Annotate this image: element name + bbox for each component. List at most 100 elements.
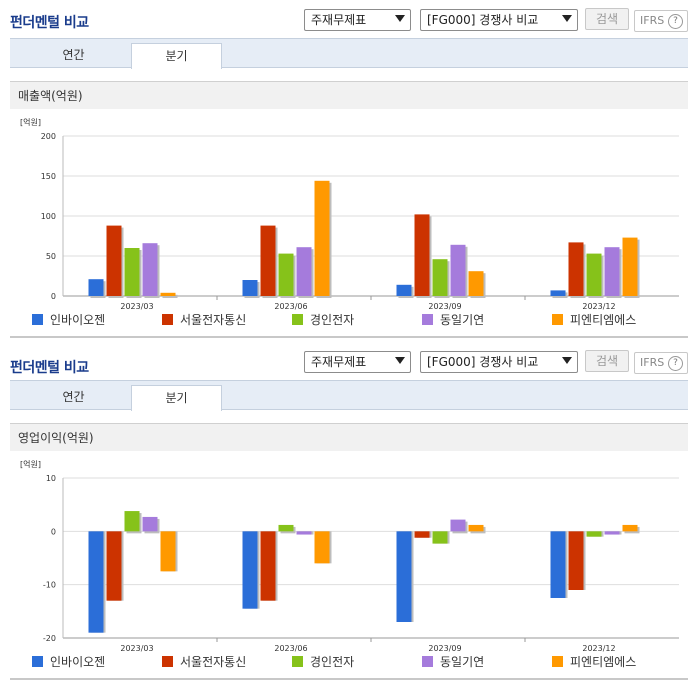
x-tick-label: 2023/06 xyxy=(274,302,307,311)
peer-group-select[interactable]: [FG000] 경쟁사 비교 xyxy=(420,9,578,31)
y-tick-label: 10 xyxy=(46,474,56,483)
legend-label[interactable]: 서울전자통신 xyxy=(180,655,246,669)
bar-3-2023-06 xyxy=(278,253,294,296)
bar-1-2023-06 xyxy=(242,280,258,296)
tab-annual[interactable]: 연간 xyxy=(62,48,85,62)
revenue-chart: [억원] 0 50 100 150 200 2023/03 2023/06 2023/09 20… xyxy=(20,117,679,327)
bar-1-2023-12 xyxy=(550,290,566,296)
operating-profit-chart: [억원] -20 -10 0 10 2023/03 2023/06 2023/09 2023/… xyxy=(20,459,679,669)
bar-3-2023-03 xyxy=(124,248,140,296)
y-tick-label: 100 xyxy=(41,212,56,221)
legend-label[interactable]: 피엔티엠에스 xyxy=(570,655,636,669)
statement-type-select[interactable]: 주재무제표 xyxy=(304,351,411,373)
bar-3-2023-09 xyxy=(432,531,448,544)
bar-3-2023-06 xyxy=(278,524,294,532)
x-tick-label: 2023/12 xyxy=(582,644,615,653)
ifrs-button[interactable]: IFRS ? xyxy=(634,10,688,32)
legend-label[interactable]: 서울전자통신 xyxy=(180,313,246,327)
bar-2-2023-06 xyxy=(260,225,276,296)
legend-label[interactable]: 동일기연 xyxy=(440,655,484,669)
bar-4-2023-03 xyxy=(142,243,158,296)
bar-4-2023-09 xyxy=(450,244,466,296)
bar-4-2023-12 xyxy=(604,247,620,296)
bar-2-2023-09 xyxy=(414,214,430,296)
section-header: 매출액(억원) xyxy=(10,81,688,109)
search-button[interactable]: 검색 xyxy=(585,8,629,30)
peer-group-value: [FG000] 경쟁사 비교 xyxy=(427,13,539,27)
x-tick-label: 2023/12 xyxy=(582,302,615,311)
bar-4-2023-03 xyxy=(142,516,158,532)
bar-1-2023-06 xyxy=(242,531,258,609)
unit-label: [억원] xyxy=(20,117,41,127)
period-tabs: 연간 분기 xyxy=(10,380,688,411)
legend-swatch xyxy=(162,656,173,667)
y-tick-label: 0 xyxy=(51,292,56,301)
peer-group-value: [FG000] 경쟁사 비교 xyxy=(427,355,539,369)
bar-3-2023-12 xyxy=(586,531,602,537)
legend-label[interactable]: 동일기연 xyxy=(440,313,484,327)
bar-2-2023-03 xyxy=(106,531,122,601)
legend-swatch xyxy=(32,656,43,667)
y-tick-label: -20 xyxy=(43,634,56,643)
statement-type-value: 주재무제표 xyxy=(311,355,367,369)
unit-label: [억원] xyxy=(20,459,41,469)
bar-1-2023-12 xyxy=(550,531,566,598)
divider xyxy=(10,336,688,338)
statement-type-value: 주재무제표 xyxy=(311,13,367,27)
period-tabs: 연간 분기 xyxy=(10,38,688,69)
panel-title: 펀더멘털 비교 xyxy=(10,360,89,376)
ifrs-label: IFRS xyxy=(640,14,665,27)
bar-5-2023-03 xyxy=(160,531,176,572)
bar-4-2023-09 xyxy=(450,519,466,532)
bar-2-2023-03 xyxy=(106,225,122,296)
help-icon: ? xyxy=(668,356,683,371)
legend-label[interactable]: 경인전자 xyxy=(310,655,354,669)
legend-label[interactable]: 인바이오젠 xyxy=(50,655,105,669)
chevron-down-icon xyxy=(562,15,572,22)
legend-label[interactable]: 피엔티엠에스 xyxy=(570,313,636,327)
bar-1-2023-09 xyxy=(396,531,412,622)
tab-quarterly[interactable]: 분기 xyxy=(131,43,222,69)
bar-2-2023-06 xyxy=(260,531,276,601)
legend-label[interactable]: 경인전자 xyxy=(310,313,354,327)
bar-4-2023-12 xyxy=(604,531,620,535)
legend-swatch xyxy=(292,314,303,325)
bar-1-2023-03 xyxy=(88,531,104,633)
x-tick-label: 2023/03 xyxy=(120,644,153,653)
legend-swatch xyxy=(552,656,563,667)
x-tick-label: 2023/09 xyxy=(428,644,461,653)
divider xyxy=(10,678,688,680)
ifrs-button[interactable]: IFRS ? xyxy=(634,352,688,374)
bar-5-2023-12 xyxy=(622,524,638,532)
search-button[interactable]: 검색 xyxy=(585,350,629,372)
legend-label[interactable]: 인바이오젠 xyxy=(50,313,105,327)
bar-1-2023-09 xyxy=(396,284,412,296)
section-header: 영업이익(억원) xyxy=(10,423,688,451)
y-tick-label: 50 xyxy=(46,252,56,261)
bar-5-2023-09 xyxy=(468,524,484,532)
bar-3-2023-03 xyxy=(124,511,140,532)
bar-3-2023-09 xyxy=(432,259,448,296)
peer-group-select[interactable]: [FG000] 경쟁사 비교 xyxy=(420,351,578,373)
chevron-down-icon xyxy=(395,357,405,364)
bar-4-2023-06 xyxy=(296,531,312,535)
bar-shadow xyxy=(162,294,178,298)
bar-2-2023-12 xyxy=(568,531,584,590)
legend-swatch xyxy=(162,314,173,325)
fundamental-panel-2: 펀더멘털 비교 주재무제표 [FG000] 경쟁사 비교 검색 IFRS ? 연… xyxy=(0,342,696,684)
panel-title: 펀더멘털 비교 xyxy=(10,15,89,31)
tab-quarterly[interactable]: 분기 xyxy=(131,385,222,411)
x-tick-label: 2023/09 xyxy=(428,302,461,311)
y-tick-label: 200 xyxy=(41,132,56,141)
help-icon: ? xyxy=(668,14,683,29)
tab-annual[interactable]: 연간 xyxy=(62,390,85,404)
legend-swatch xyxy=(552,314,563,325)
legend-swatch xyxy=(422,314,433,325)
legend-swatch xyxy=(422,656,433,667)
bar-4-2023-06 xyxy=(296,247,312,296)
x-tick-label: 2023/06 xyxy=(274,644,307,653)
statement-type-select[interactable]: 주재무제표 xyxy=(304,9,411,31)
legend-swatch xyxy=(32,314,43,325)
bar-5-2023-06 xyxy=(314,180,330,296)
y-tick-label: -10 xyxy=(43,581,56,590)
